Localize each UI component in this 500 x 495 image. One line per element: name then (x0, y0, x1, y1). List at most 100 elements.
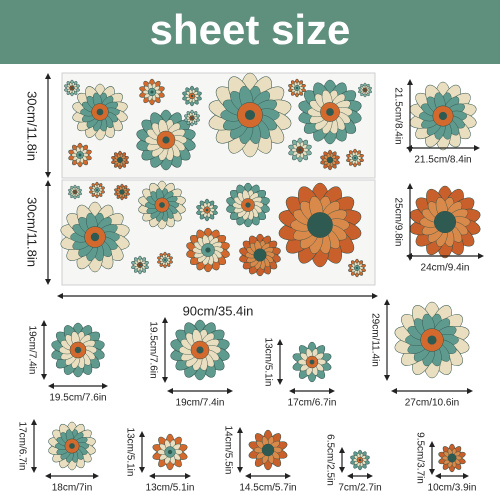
width-label: 19.5cm/7.6in (49, 393, 106, 404)
width-label: 24cm/9.4in (421, 263, 470, 274)
width-label: 10cm/3.9in (428, 483, 477, 494)
flower (278, 182, 362, 268)
flower (72, 83, 128, 141)
flower-dot (295, 86, 299, 90)
height-label: 29cm/11.4in (369, 313, 380, 367)
flower-dot (328, 158, 332, 162)
flower-dot (309, 359, 315, 365)
flower (350, 449, 370, 471)
flower-dot (326, 108, 334, 116)
height-label: 19cm/7.4in (26, 326, 37, 375)
flower-dot (353, 156, 357, 160)
width-label: 13cm/5.1in (146, 483, 195, 494)
flower-dot (196, 346, 204, 354)
flower (248, 429, 288, 471)
flower-dot (355, 266, 359, 270)
flower-dot (205, 247, 211, 253)
flower (186, 227, 230, 273)
flower-dot (74, 191, 76, 193)
width-label: 27cm/10.6in (405, 398, 459, 409)
flower (136, 109, 196, 171)
flower-dot (245, 202, 251, 208)
width-label: 21.5cm/8.4in (414, 155, 471, 166)
flower (346, 148, 364, 168)
flower-dot (164, 259, 166, 261)
flower (157, 251, 173, 269)
flower-dot (205, 208, 209, 212)
flower-dot (74, 346, 82, 354)
flower-dot (191, 117, 193, 119)
flower (348, 258, 366, 278)
flower-dot (265, 447, 271, 453)
flower-dot (257, 252, 263, 258)
flower (111, 150, 129, 170)
width-label: 18cm/7in (52, 483, 93, 494)
flowers (48, 72, 481, 473)
flower (184, 109, 200, 127)
flower (152, 433, 188, 471)
height-label: 13cm/5.1in (124, 428, 135, 477)
height-label: 14cm/5.5in (222, 426, 233, 475)
flower-dot (159, 202, 165, 208)
flower-dot (96, 108, 104, 116)
flower (394, 301, 470, 379)
flower-dot (427, 335, 437, 345)
flower-dot (440, 217, 450, 227)
flower (139, 78, 165, 106)
flower (48, 421, 96, 471)
flower-dot (358, 458, 362, 462)
flower-dot (69, 443, 75, 449)
flower (68, 184, 82, 200)
flower-dot (150, 90, 154, 94)
flower (320, 149, 340, 171)
flower-dot (96, 189, 98, 191)
height-label: 6.5cm/2.5in (324, 434, 335, 486)
flower-dot (71, 87, 73, 89)
flower (298, 79, 362, 145)
flower-dot (138, 263, 142, 267)
flower (64, 79, 80, 97)
width-label: 14.5cm/5.7in (239, 483, 296, 494)
flower (182, 85, 202, 107)
flower (196, 198, 218, 222)
flower (288, 78, 306, 98)
height-label: 17cm/6.7in (16, 422, 27, 471)
flower-dot (190, 94, 194, 98)
flower (68, 142, 92, 168)
header-band (0, 0, 500, 64)
flower-dot (78, 153, 82, 157)
flower (226, 182, 270, 228)
flower-dot (314, 219, 326, 231)
flower-dot (438, 111, 448, 121)
flower (51, 322, 105, 378)
flower-dot (162, 136, 170, 144)
flower-dot (121, 191, 123, 193)
flower (288, 137, 312, 163)
flower (409, 185, 481, 259)
height-label: 13cm/5.1in (262, 338, 273, 387)
width-label: 7cm/2.7in (338, 483, 381, 494)
flower (292, 341, 332, 383)
flower (239, 233, 281, 277)
flower-dot (167, 449, 173, 455)
flower (60, 201, 130, 273)
flower (138, 180, 186, 230)
flower (131, 255, 149, 275)
sheet-height-label: 30cm/11.8in (25, 197, 40, 267)
flower-dot (244, 109, 256, 121)
flower-dot (364, 89, 366, 91)
flower (170, 319, 230, 381)
flower (208, 72, 292, 158)
flower (409, 81, 477, 151)
flower-dot (450, 456, 454, 460)
flower (438, 443, 466, 473)
flower-dot (298, 148, 302, 152)
height-label: 21.5cm/8.4in (392, 87, 403, 144)
height-label: 19.5cm/7.6in (147, 321, 158, 378)
flower (114, 183, 130, 201)
width-label: 19cm/7.4in (176, 398, 225, 409)
flower (358, 82, 372, 98)
flower-dot (90, 232, 100, 242)
title: sheet size (150, 6, 351, 53)
